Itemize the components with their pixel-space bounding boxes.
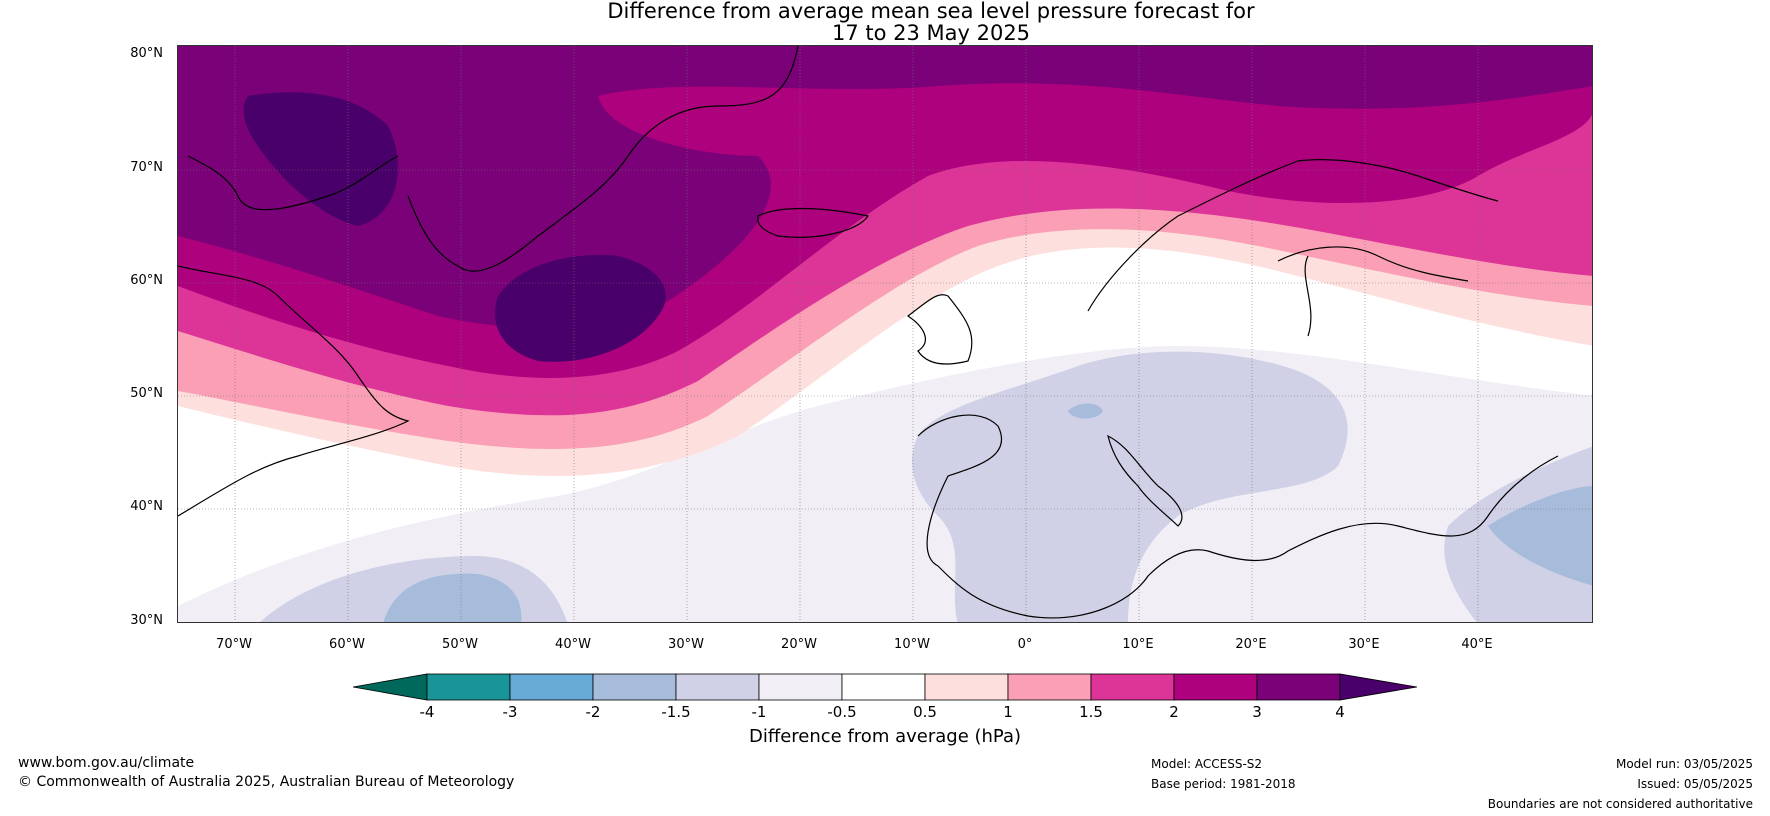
model-text: Model: ACCESS-S2	[1151, 757, 1263, 771]
colorbar-segment-6	[841, 673, 926, 701]
colorbar-arrow-right	[1339, 673, 1418, 701]
anomaly-region-minus-1-5-west	[383, 573, 522, 622]
model-run-text: Model run: 03/05/2025	[1615, 757, 1753, 771]
coastlines	[178, 46, 1559, 619]
lat-label-40n: 40°N	[130, 499, 163, 514]
lat-label-50n: 50°N	[130, 386, 163, 401]
pressure-anomaly-map	[177, 45, 1593, 623]
lat-label-60n: 60°N	[130, 273, 163, 288]
colorbar-tick: 1.5	[1079, 703, 1103, 721]
lon-label-60w: 60°W	[329, 637, 365, 652]
anomaly-region-minus-1-5-east	[1488, 486, 1592, 586]
lon-label-0: 0°	[1017, 637, 1033, 652]
issued-text: Issued: 05/05/2025	[1637, 777, 1753, 791]
lon-label-40e: 40°E	[1461, 637, 1493, 652]
colorbar-tick: -3	[502, 703, 518, 721]
colorbar-segment-2	[509, 673, 594, 701]
website-link[interactable]: www.bom.gov.au/climate	[18, 755, 195, 771]
europe-coast	[917, 414, 1559, 619]
lat-label-70n: 70°N	[130, 160, 163, 175]
colorbar-segment-4	[675, 673, 760, 701]
lon-label-40w: 40°W	[555, 637, 591, 652]
colorbar-segment-11	[1256, 673, 1341, 701]
map-canvas	[178, 46, 1592, 622]
lat-label-30n: 30°N	[130, 613, 163, 628]
colorbar-tick: -1.5	[661, 703, 691, 721]
colorbar-tick: -0.5	[827, 703, 857, 721]
colorbar-label: Difference from average (hPa)	[748, 726, 1022, 747]
colorbar-segment-10	[1173, 673, 1258, 701]
lat-label-80n: 80°N	[130, 46, 163, 61]
lon-label-50w: 50°W	[442, 637, 478, 652]
lon-label-30e: 30°E	[1348, 637, 1380, 652]
iceland-coast	[757, 207, 869, 238]
copyright-text: © Commonwealth of Australia 2025, Austra…	[18, 774, 515, 790]
gridlines	[178, 46, 1592, 622]
colorbar-tick: 2	[1169, 703, 1179, 721]
colorbar	[353, 673, 1418, 701]
colorbar-segment-7	[924, 673, 1009, 701]
anomaly-region-plus-4-atlantic	[494, 255, 666, 362]
colorbar-tick: -4	[419, 703, 435, 721]
lon-label-10e: 10°E	[1122, 637, 1154, 652]
colorbar-tick: 4	[1335, 703, 1345, 721]
lon-label-70w: 70°W	[216, 637, 252, 652]
colorbar-arrow-left	[353, 673, 428, 701]
colorbar-tick: 3	[1252, 703, 1262, 721]
lon-label-30w: 30°W	[668, 637, 704, 652]
anomaly-region-minus-1-europe	[912, 351, 1348, 622]
map-title-line1: Difference from average mean sea level p…	[607, 0, 1255, 23]
greenland-coast	[187, 46, 799, 272]
anomaly-region-minus-1-5-europe	[1068, 403, 1103, 419]
colorbar-tick: -2	[585, 703, 601, 721]
disclaimer-text: Boundaries are not considered authoritat…	[1487, 797, 1753, 811]
lon-label-20w: 20°W	[781, 637, 817, 652]
colorbar-tick: -1	[751, 703, 767, 721]
anomaly-region-plus-3	[178, 46, 1592, 328]
colorbar-segment-8	[1007, 673, 1092, 701]
lon-label-20e: 20°E	[1235, 637, 1267, 652]
italy-coast	[1107, 434, 1183, 527]
colorbar-segment-3	[592, 673, 677, 701]
colorbar-segment-5	[758, 673, 843, 701]
map-title-line2: 17 to 23 May 2025	[831, 21, 1031, 45]
lon-label-10w: 10°W	[894, 637, 930, 652]
britain-coast	[906, 294, 973, 365]
colorbar-tick: 0.5	[913, 703, 937, 721]
colorbar-tick: 1	[1003, 703, 1013, 721]
anomaly-region-plus-4-greenland	[243, 92, 398, 226]
base-period-text: Base period: 1981-2018	[1151, 777, 1296, 791]
labrador-coast	[178, 265, 410, 517]
scandinavia-coast	[1087, 159, 1499, 337]
colorbar-segment-1	[426, 673, 511, 701]
colorbar-segment-9	[1090, 673, 1175, 701]
